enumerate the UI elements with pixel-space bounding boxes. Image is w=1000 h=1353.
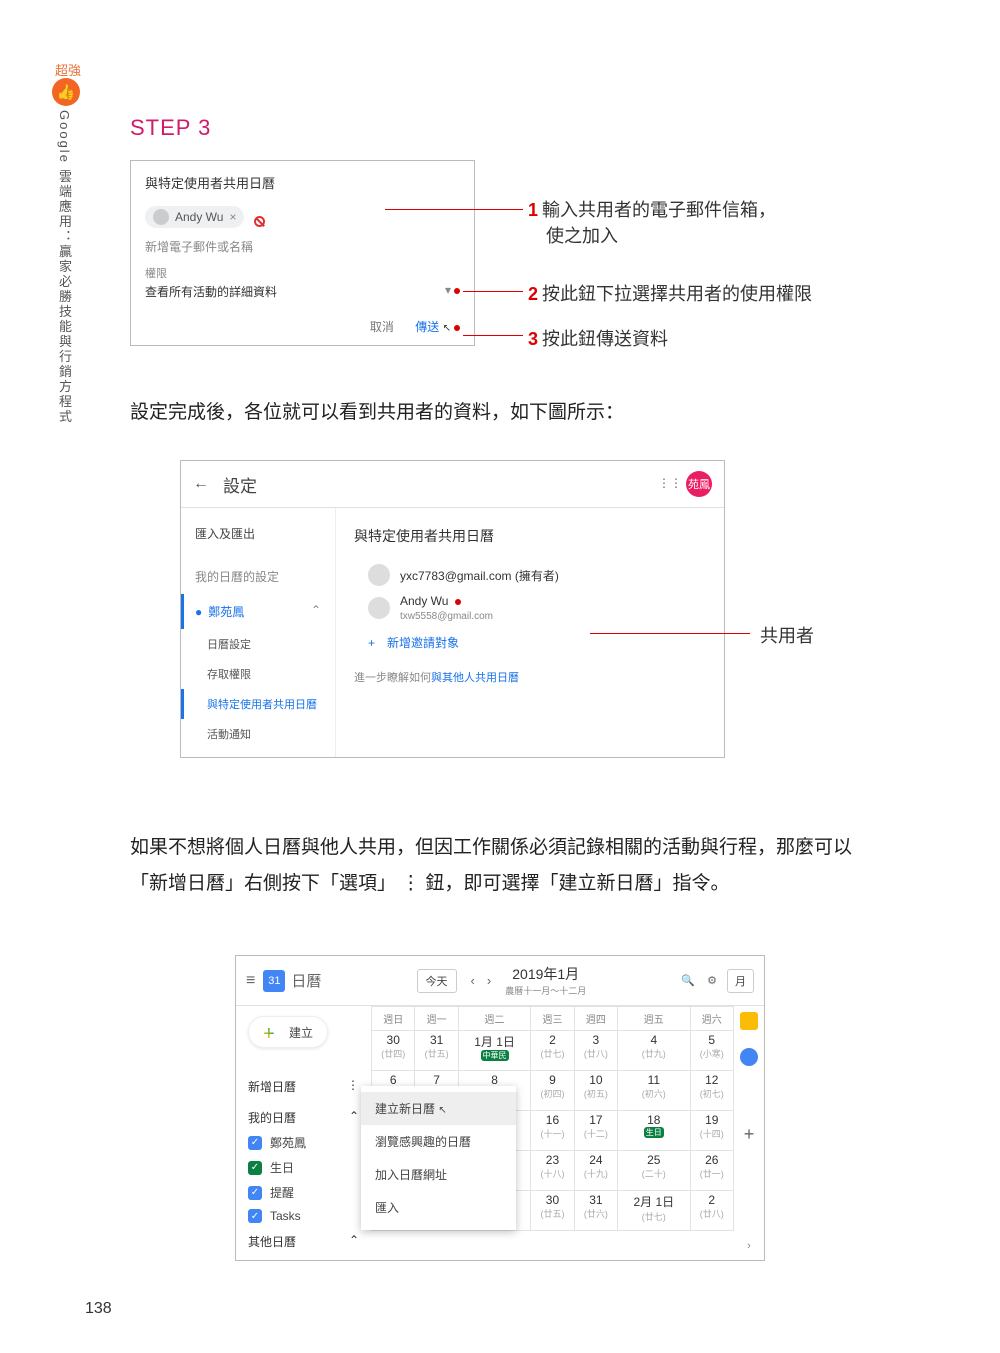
expand-icon[interactable]: › xyxy=(747,1240,751,1252)
share-dialog-title: 與特定使用者共用日曆 xyxy=(145,173,460,192)
calendar-checkbox[interactable]: ✓Tasks xyxy=(248,1209,359,1223)
user-row-owner: yxc7783@gmail.com (擁有者) xyxy=(354,564,706,586)
share-dialog: 與特定使用者共用日曆 Andy Wu × 新增電子郵件或名稱 權限 查看所有活動… xyxy=(130,160,475,346)
sidebar-sub-share[interactable]: 與特定使用者共用日曆 xyxy=(181,689,335,719)
ctx-add-url[interactable]: 加入日曆網址 xyxy=(361,1158,516,1191)
context-menu: 建立新日曆 ↖ 瀏覽感興趣的日曆 加入日曆網址 匯入 xyxy=(361,1086,516,1230)
body-text-2: 如果不想將個人日曆與他人共用，但因工作關係必須記錄相關的活動與行程，那麼可以「新… xyxy=(130,830,870,902)
settings-icon[interactable]: ⚙ xyxy=(707,974,717,987)
settings-sidebar: 匯入及匯出 我的日曆的設定 ●鄭苑鳳⌃ 日曆設定 存取權限 與特定使用者共用日曆… xyxy=(181,508,336,757)
body-text-1: 設定完成後，各位就可以看到共用者的資料，如下圖所示： xyxy=(130,395,870,431)
create-button[interactable]: 建立 xyxy=(248,1016,328,1048)
permission-select[interactable]: 查看所有活動的詳細資料▾ xyxy=(145,283,460,300)
add-invite-button[interactable]: + 新增邀請對象 xyxy=(368,634,706,651)
help-link[interactable]: 與其他人共用日曆 xyxy=(431,672,519,684)
annotation-2: 2按此鈕下拉選擇共用者的使用權限 xyxy=(528,280,812,306)
send-button[interactable]: 傳送 xyxy=(415,320,439,334)
avatar-icon xyxy=(368,597,390,619)
calendar-window: ≡ 31 日曆 今天 ‹ › 2019年1月 農曆十一月～十二月 🔍 ⚙ 月 建… xyxy=(235,955,765,1261)
annotation-1: 1輸入共用者的電子郵件信箱， 使之加入 xyxy=(528,196,776,248)
today-button[interactable]: 今天 xyxy=(417,969,457,993)
product-name: 日曆 xyxy=(291,970,321,991)
view-select[interactable]: 月 xyxy=(727,969,754,993)
apps-icon[interactable]: ⋮⋮⋮ xyxy=(658,476,674,492)
book-title-vertical: Google 雲端應用：贏家必勝技能與行銷方程式 xyxy=(55,110,74,425)
thumb-icon: 👍 xyxy=(52,78,80,106)
my-calendars-label: 我的日曆 xyxy=(248,1109,296,1126)
profile-avatar[interactable]: 苑鳳 xyxy=(686,471,712,497)
sidebar-item-owner[interactable]: ●鄭苑鳳⌃ xyxy=(181,594,335,629)
page-number: 138 xyxy=(85,1300,112,1318)
calendar-logo-icon: 31 xyxy=(263,970,285,992)
calendar-checkbox[interactable]: ✓生日 xyxy=(248,1159,359,1176)
callout-shared-user: 共用者 xyxy=(760,622,814,648)
user-row-shared: Andy Wu txw5558@gmail.com xyxy=(354,594,706,622)
section-title: 與特定使用者共用日曆 xyxy=(354,526,706,546)
calendar-sidebar: 建立 新增日曆 ⋮ 我的日曆 ⌃ ✓鄭苑鳳 ✓生日 ✓提醒 ✓Tasks 其他日曆 ⌃ xyxy=(236,1006,371,1260)
settings-title: 設定 xyxy=(223,472,658,497)
ctx-import[interactable]: 匯入 xyxy=(361,1191,516,1224)
permission-label: 權限 xyxy=(145,265,460,281)
sidebar-sub-calset[interactable]: 日曆設定 xyxy=(181,629,335,659)
avatar-icon xyxy=(153,209,169,225)
collapse-icon[interactable]: ⌃ xyxy=(349,1109,359,1126)
calendar-checkbox[interactable]: ✓鄭苑鳳 xyxy=(248,1134,359,1151)
menu-icon[interactable]: ≡ xyxy=(246,972,255,990)
chip-remove-icon[interactable]: × xyxy=(229,210,236,224)
sidebar-section-mycal: 我的日曆的設定 xyxy=(181,559,335,594)
sidebar-item-import[interactable]: 匯入及匯出 xyxy=(181,516,335,551)
calendar-grid: 週日週一週二週三週四週五週六30(廿四)31(廿五)1月 1日中華民2(廿七)3… xyxy=(371,1006,734,1260)
email-input[interactable]: 新增電子郵件或名稱 xyxy=(145,238,460,255)
search-icon[interactable]: 🔍 xyxy=(681,974,695,987)
cursor-ibeam-icon xyxy=(254,216,265,227)
prev-month-icon[interactable]: ‹ xyxy=(471,973,475,988)
add-calendar-label: 新增日曆 xyxy=(248,1078,296,1095)
avatar-icon xyxy=(368,564,390,586)
cancel-button[interactable]: 取消 xyxy=(370,320,394,334)
tasks-icon[interactable] xyxy=(740,1048,758,1066)
add-calendar-options-icon[interactable]: ⋮ xyxy=(347,1078,359,1095)
add-addon-icon[interactable]: + xyxy=(744,1124,755,1145)
back-icon[interactable]: ← xyxy=(193,475,209,493)
annotation-3: 3按此鈕傳送資料 xyxy=(528,325,668,351)
plus-icon xyxy=(263,1023,281,1041)
ctx-browse-interesting[interactable]: 瀏覽感興趣的日曆 xyxy=(361,1125,516,1158)
step-label: STEP 3 xyxy=(130,115,211,141)
user-chip[interactable]: Andy Wu × xyxy=(145,206,244,228)
book-badge: 超強 xyxy=(55,60,81,79)
sidebar-sub-access[interactable]: 存取權限 xyxy=(181,659,335,689)
other-calendars-label: 其他日曆 xyxy=(248,1233,296,1250)
next-month-icon[interactable]: › xyxy=(487,973,491,988)
help-text: 進一步瞭解如何與其他人共用日曆 xyxy=(354,669,706,685)
right-addon-bar: + › xyxy=(734,1006,764,1260)
month-subtitle: 農曆十一月～十二月 xyxy=(505,986,586,996)
keep-icon[interactable] xyxy=(740,1012,758,1030)
collapse-icon[interactable]: ⌃ xyxy=(349,1233,359,1250)
settings-window: ← 設定 ⋮⋮⋮ 苑鳳 匯入及匯出 我的日曆的設定 ●鄭苑鳳⌃ 日曆設定 存取權… xyxy=(180,460,725,758)
chip-label: Andy Wu xyxy=(175,210,223,224)
month-title: 2019年1月 xyxy=(512,966,579,982)
sidebar-sub-notify[interactable]: 活動通知 xyxy=(181,719,335,749)
ctx-create-calendar[interactable]: 建立新日曆 ↖ xyxy=(361,1092,516,1125)
calendar-checkbox[interactable]: ✓提醒 xyxy=(248,1184,359,1201)
